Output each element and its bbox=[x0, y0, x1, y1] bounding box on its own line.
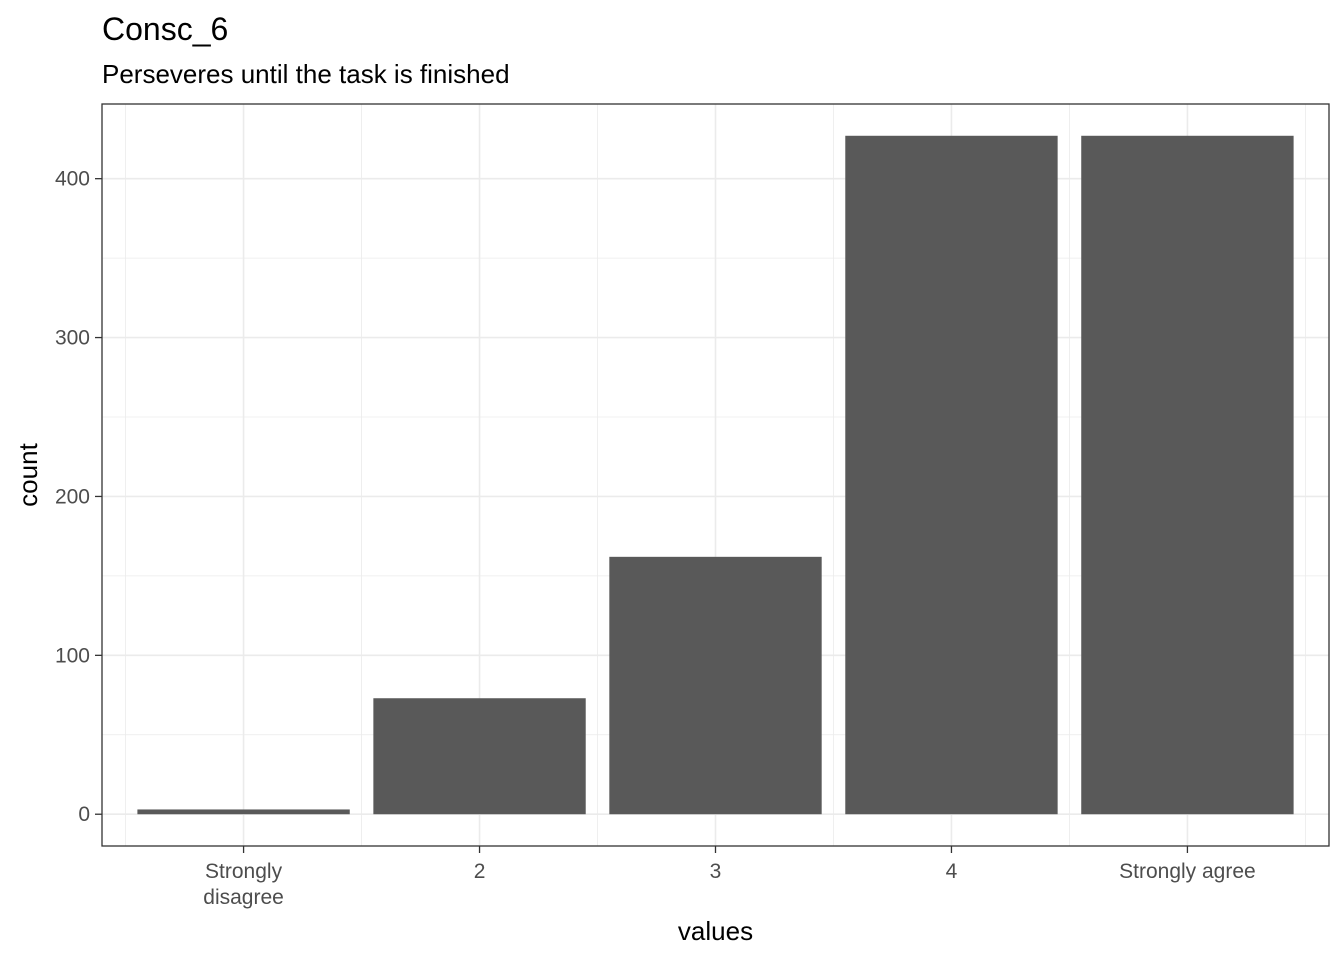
y-tick-label: 100 bbox=[55, 644, 90, 667]
y-tick-label: 300 bbox=[55, 327, 90, 350]
y-axis: 0 100 200 300 400 bbox=[55, 168, 102, 826]
x-tick-label: 4 bbox=[946, 860, 958, 883]
y-tick-label: 400 bbox=[55, 168, 90, 191]
bar bbox=[845, 135, 1058, 815]
bars bbox=[137, 135, 1294, 815]
x-axis: Strongly disagree 2 3 4 Strongly agree bbox=[203, 846, 1256, 909]
bar bbox=[373, 698, 586, 815]
y-tick-label: 200 bbox=[55, 485, 90, 508]
x-tick-label: Strongly agree bbox=[1119, 860, 1256, 883]
x-axis-title: values bbox=[678, 916, 753, 946]
y-tick-label: 0 bbox=[78, 803, 90, 826]
bar bbox=[609, 556, 822, 815]
chart-title: Consc_6 bbox=[102, 11, 228, 47]
x-tick-label: 2 bbox=[474, 860, 486, 883]
chart-subtitle: Perseveres until the task is finished bbox=[102, 59, 510, 89]
bar bbox=[1081, 135, 1294, 815]
x-tick-label: 3 bbox=[710, 860, 722, 883]
bar bbox=[137, 809, 350, 815]
x-tick-label: Strongly disagree bbox=[203, 860, 284, 909]
y-axis-title: count bbox=[13, 442, 43, 506]
